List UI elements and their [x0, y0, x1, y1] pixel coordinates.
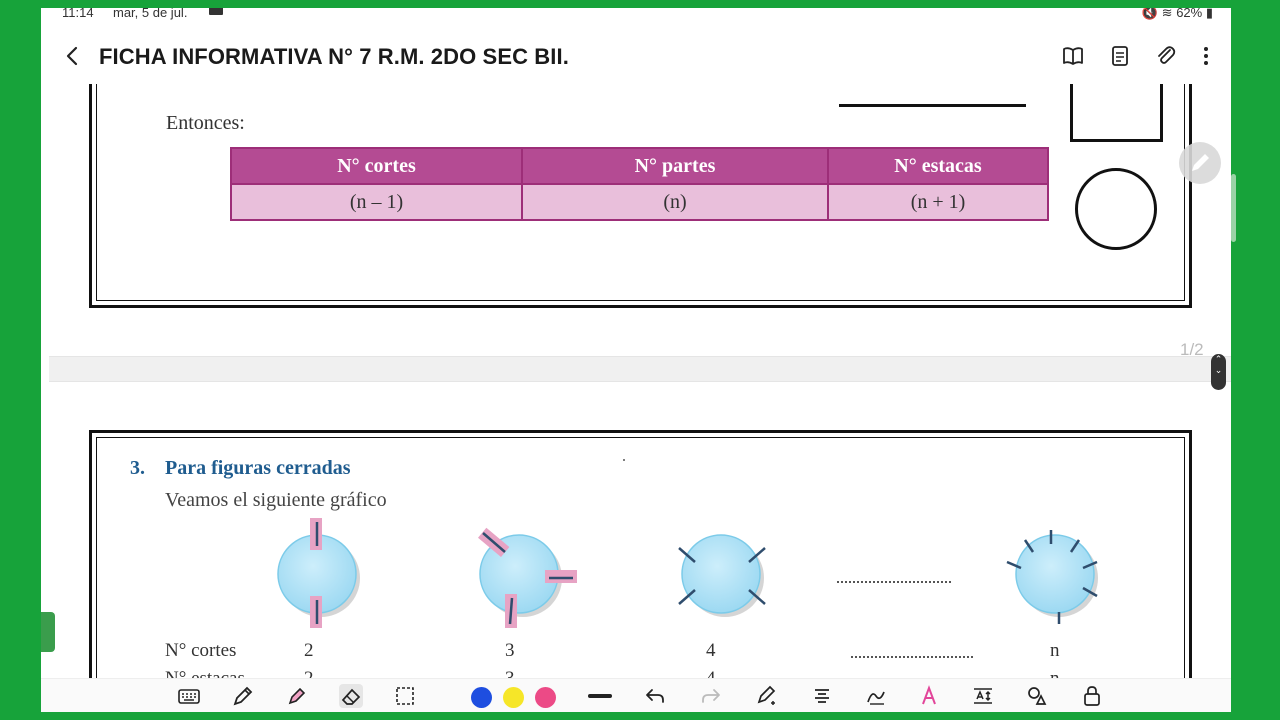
value-cell: n	[1050, 640, 1060, 661]
handwriting-to-text-icon[interactable]	[864, 684, 888, 708]
undo-icon[interactable]	[643, 684, 667, 708]
chevron-up-icon: ⌃	[1214, 354, 1223, 364]
drawn-circle	[1075, 168, 1157, 250]
section-subtitle: Veamos el siguiente gráfico	[165, 489, 387, 511]
lock-icon[interactable]	[1080, 684, 1104, 708]
section-title: Para figuras cerradas	[165, 457, 351, 479]
text-style-icon[interactable]	[917, 684, 941, 708]
document-icon[interactable]	[1108, 44, 1132, 68]
color-pink[interactable]	[535, 687, 556, 708]
highlighter-icon[interactable]	[285, 684, 309, 708]
more-vert-icon[interactable]	[1194, 44, 1218, 68]
status-date: mar, 5 de jul.	[113, 8, 188, 20]
page-2-inner-border	[96, 437, 1185, 678]
color-yellow[interactable]	[503, 687, 524, 708]
battery-icon: ▮	[1205, 8, 1213, 20]
value-cell: 4	[706, 668, 716, 678]
drawn-line	[839, 104, 1026, 107]
mute-icon: 🔇	[1141, 8, 1159, 20]
value-cell: 2	[304, 668, 314, 678]
line-thickness-icon[interactable]	[588, 684, 612, 708]
formula-table: N° cortes N° partes N° estacas (n – 1) (…	[230, 147, 1049, 221]
dotted-line	[851, 656, 973, 658]
status-right: 🔇 ≋ 62% ▮	[1142, 8, 1213, 21]
figure-circle-n-cuts	[1006, 530, 1098, 624]
figure-circle-2-cuts	[277, 518, 360, 628]
table-cell: (n)	[521, 183, 829, 221]
page-2	[89, 430, 1192, 678]
back-icon[interactable]	[61, 44, 85, 68]
keyboard-icon[interactable]	[177, 684, 201, 708]
shapes-icon[interactable]	[1025, 684, 1049, 708]
pen-icon[interactable]	[231, 684, 255, 708]
floating-pen-button[interactable]	[1179, 142, 1221, 184]
value-cell: 3	[505, 640, 515, 661]
pencil-icon	[1192, 154, 1209, 171]
redo-icon[interactable]	[699, 684, 723, 708]
bottom-toolbar	[41, 678, 1231, 712]
page-indicator: 1/2	[1180, 340, 1204, 359]
drawn-rectangle	[1070, 84, 1163, 142]
eraser-icon[interactable]	[339, 684, 363, 708]
table-header-row: N° cortes N° partes N° estacas	[230, 147, 1049, 185]
section-number: 3.	[130, 457, 145, 479]
document-viewer[interactable]: Entonces: N° cortes N° partes N° estacas…	[49, 84, 1231, 678]
table-cell: (n + 1)	[827, 183, 1049, 221]
closed-figures-illustration	[277, 459, 1098, 628]
book-icon[interactable]	[1061, 44, 1085, 68]
side-panel-handle[interactable]	[41, 612, 55, 652]
entonces-text: Entonces:	[166, 112, 245, 134]
row-label-estacas: N° estacas	[165, 668, 245, 678]
wifi-icon: ≋	[1161, 8, 1173, 20]
app-frame: 11:14 mar, 5 de jul. 🔇 ≋ 62% ▮ FICHA INF…	[41, 8, 1231, 712]
video-camera-icon	[209, 8, 223, 15]
table-header-cell: N° partes	[521, 147, 829, 185]
value-cell: 3	[505, 668, 515, 678]
figure-circle-4-cuts	[678, 534, 766, 617]
app-bar: FICHA INFORMATIVA N° 7 R.M. 2DO SEC BII.	[41, 36, 1231, 82]
battery-level: 62%	[1176, 8, 1203, 20]
table-cell: (n – 1)	[230, 183, 523, 221]
color-blue[interactable]	[471, 687, 492, 708]
value-cell: 4	[706, 640, 716, 661]
text-align-icon[interactable]	[810, 684, 834, 708]
pen-settings-icon[interactable]	[755, 684, 779, 708]
right-edge-scrollbar[interactable]	[1231, 174, 1236, 242]
attach-icon[interactable]	[1154, 44, 1178, 68]
status-bar: 11:14 mar, 5 de jul. 🔇 ≋ 62% ▮	[41, 8, 1231, 20]
value-cell: 2	[304, 640, 314, 661]
page-separator	[49, 356, 1231, 382]
row-label-cortes: N° cortes	[165, 640, 237, 661]
table-header-cell: N° estacas	[827, 147, 1049, 185]
document-title: FICHA INFORMATIVA N° 7 R.M. 2DO SEC BII.	[99, 44, 569, 69]
table-header-cell: N° cortes	[230, 147, 523, 185]
chevron-down-icon: ⌄	[1214, 365, 1223, 375]
table-row: (n – 1) (n) (n + 1)	[230, 183, 1049, 221]
text-size-icon[interactable]	[971, 684, 995, 708]
lasso-select-icon[interactable]	[393, 684, 417, 708]
scroll-handle[interactable]: ⌃ ⌄	[1211, 354, 1226, 390]
page-1	[89, 84, 1192, 308]
status-time: 11:14	[62, 8, 94, 20]
figure-circle-3-cuts	[478, 527, 577, 628]
value-cell: n	[1050, 668, 1060, 678]
page-1-inner-border	[96, 84, 1185, 301]
